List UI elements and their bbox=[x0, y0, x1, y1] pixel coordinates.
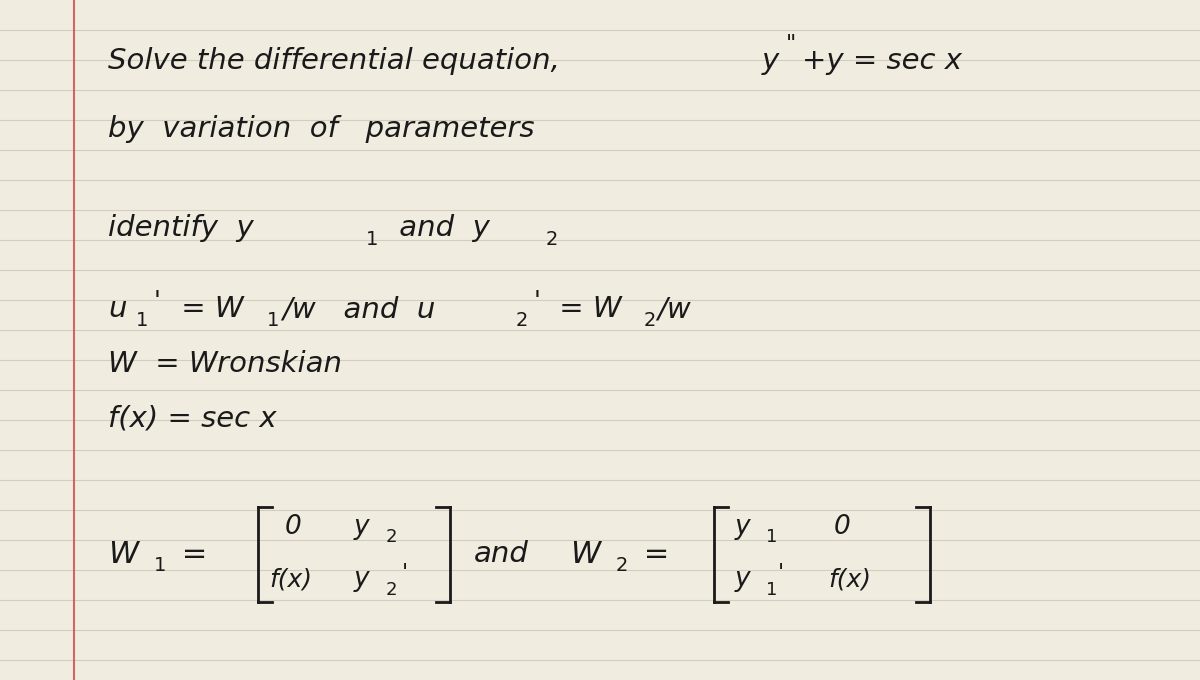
Text: = W: = W bbox=[172, 295, 244, 324]
Text: W  = Wronskian: W = Wronskian bbox=[108, 350, 342, 378]
Text: /w   and  u: /w and u bbox=[282, 295, 436, 324]
Text: 1: 1 bbox=[136, 311, 148, 330]
Text: 0: 0 bbox=[834, 514, 851, 540]
Text: f(x): f(x) bbox=[269, 567, 312, 592]
Text: W: W bbox=[570, 540, 600, 568]
Text: 2: 2 bbox=[546, 230, 558, 249]
Text: 2: 2 bbox=[385, 581, 397, 598]
Text: 1: 1 bbox=[154, 556, 166, 575]
Text: 1: 1 bbox=[766, 581, 776, 598]
Text: W: W bbox=[108, 540, 138, 568]
Text: by  variation  of   parameters: by variation of parameters bbox=[108, 115, 534, 143]
Text: = W: = W bbox=[550, 295, 622, 324]
Text: /w: /w bbox=[658, 295, 691, 324]
Text: y: y bbox=[762, 47, 779, 75]
Text: f(x): f(x) bbox=[828, 567, 871, 592]
Text: u: u bbox=[108, 295, 126, 324]
Text: 1: 1 bbox=[366, 230, 378, 249]
Text: y: y bbox=[734, 514, 750, 540]
Text: y: y bbox=[354, 566, 370, 592]
Text: ': ' bbox=[778, 562, 784, 583]
Text: 2: 2 bbox=[516, 311, 528, 330]
Text: 1: 1 bbox=[266, 311, 278, 330]
Text: =: = bbox=[634, 540, 679, 568]
Text: and  y: and y bbox=[390, 214, 490, 242]
Text: Solve the differential equation,: Solve the differential equation, bbox=[108, 47, 578, 75]
Text: ': ' bbox=[534, 288, 541, 313]
Text: identify  y: identify y bbox=[108, 214, 253, 242]
Text: y: y bbox=[734, 566, 750, 592]
Text: +y = sec x: +y = sec x bbox=[802, 47, 961, 75]
Text: 2: 2 bbox=[385, 528, 397, 546]
Text: 1: 1 bbox=[766, 528, 776, 546]
Text: and: and bbox=[474, 540, 529, 568]
Text: f(x) = sec x: f(x) = sec x bbox=[108, 404, 277, 432]
Text: ': ' bbox=[402, 562, 408, 583]
Text: ": " bbox=[786, 34, 797, 54]
Text: y: y bbox=[354, 514, 370, 540]
Text: ': ' bbox=[154, 288, 161, 313]
Text: 0: 0 bbox=[284, 514, 301, 540]
Text: 2: 2 bbox=[616, 556, 628, 575]
Text: 2: 2 bbox=[643, 311, 655, 330]
Text: =: = bbox=[172, 540, 216, 568]
